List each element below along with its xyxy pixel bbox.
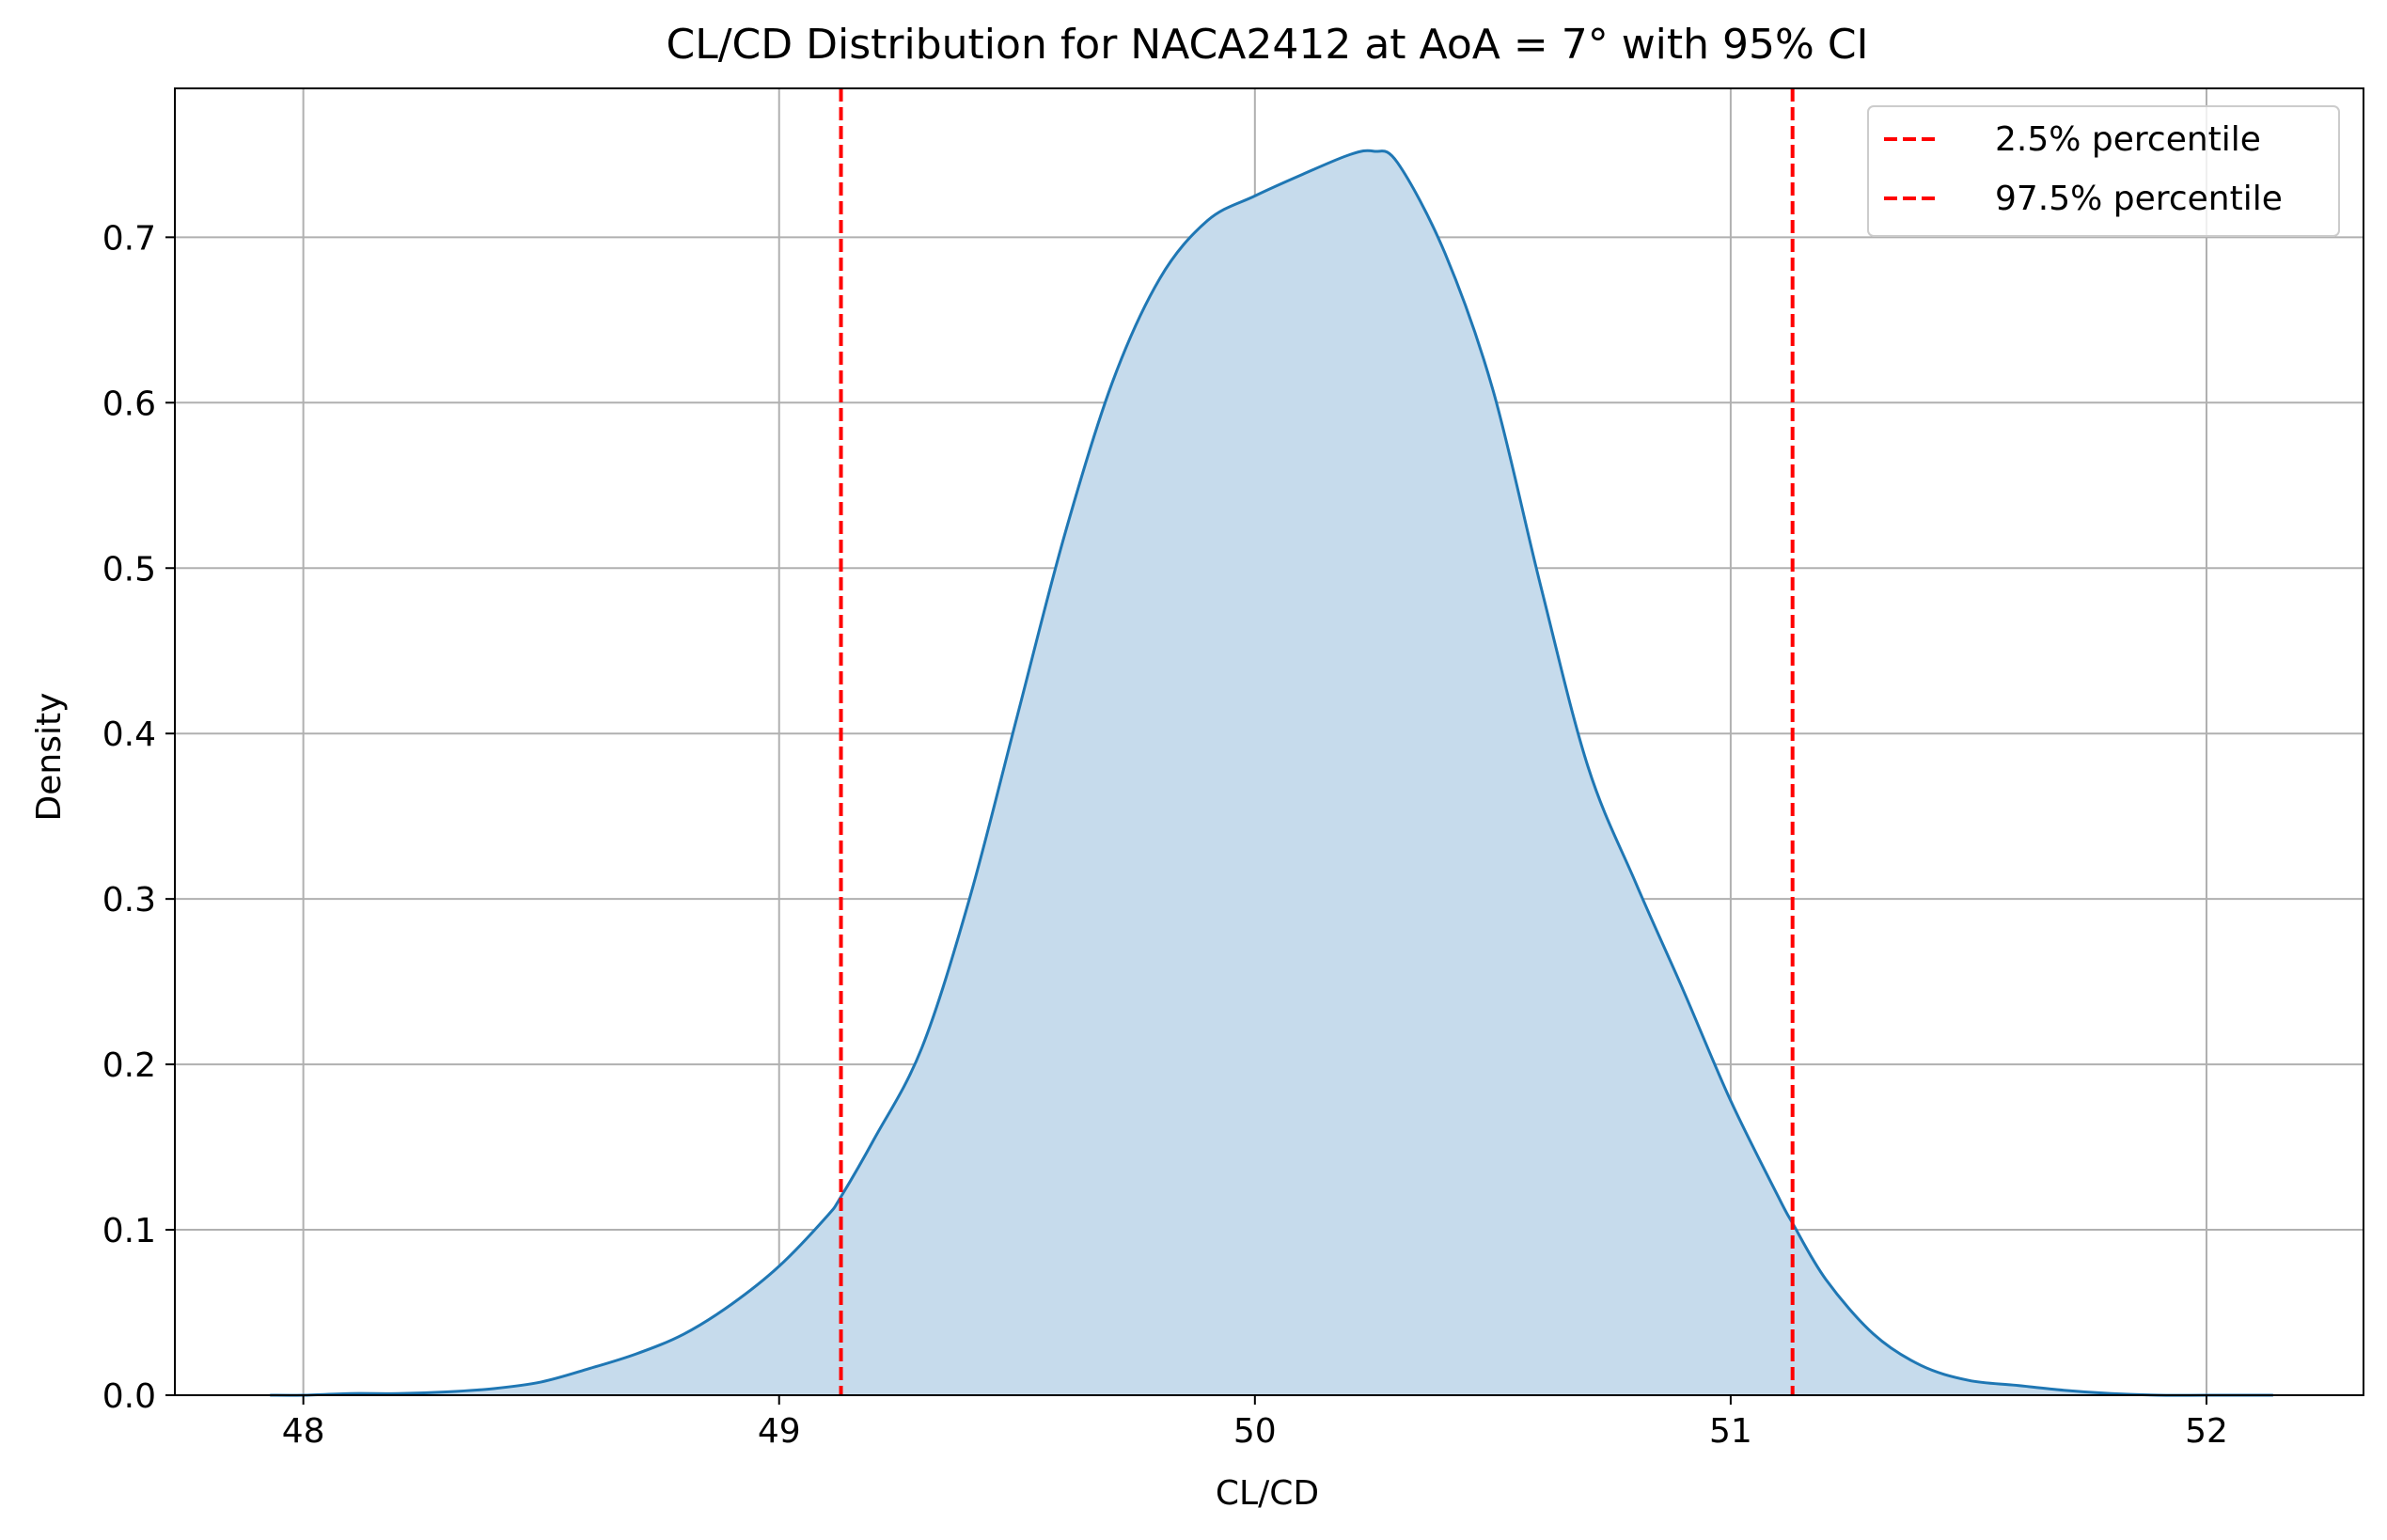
y-tick-label: 0.5 <box>102 550 156 589</box>
legend-label-97-5-percentile: 97.5% percentile <box>1995 180 2283 218</box>
axes-frame <box>174 87 2364 1396</box>
y-tick-label: 0.2 <box>102 1046 156 1085</box>
legend-label-2-5-percentile: 2.5% percentile <box>1995 120 2261 159</box>
x-axis-label: CL/CD <box>1216 1474 1319 1513</box>
y-axis-ticks: 0.0 0.1 0.2 0.3 0.4 0.5 0.6 0.7 <box>102 219 175 1416</box>
y-tick-label: 0.1 <box>102 1212 156 1250</box>
chart-title: CL/CD Distribution for NACA2412 at AoA =… <box>666 21 1868 69</box>
legend: 2.5% percentile 97.5% percentile <box>1867 105 2340 237</box>
x-tick-label: 48 <box>282 1412 325 1451</box>
y-tick-label: 0.3 <box>102 881 156 919</box>
y-axis-label: Density <box>30 693 69 822</box>
kde-curve-line <box>270 149 2273 1397</box>
y-tick-label: 0.4 <box>102 715 156 754</box>
x-tick-label: 49 <box>758 1412 801 1451</box>
x-tick-label: 52 <box>2185 1412 2228 1451</box>
x-axis-ticks: 48 49 50 51 52 <box>282 1395 2228 1451</box>
y-tick-label: 0.0 <box>102 1377 156 1416</box>
legend-box <box>1867 105 2340 237</box>
percentile-lines <box>839 88 1795 1395</box>
y-tick-label: 0.6 <box>102 385 156 423</box>
y-tick-label: 0.7 <box>102 219 156 258</box>
x-tick-label: 51 <box>1709 1412 1752 1451</box>
x-tick-label: 50 <box>1233 1412 1277 1451</box>
kde-fill-area <box>270 150 2273 1396</box>
